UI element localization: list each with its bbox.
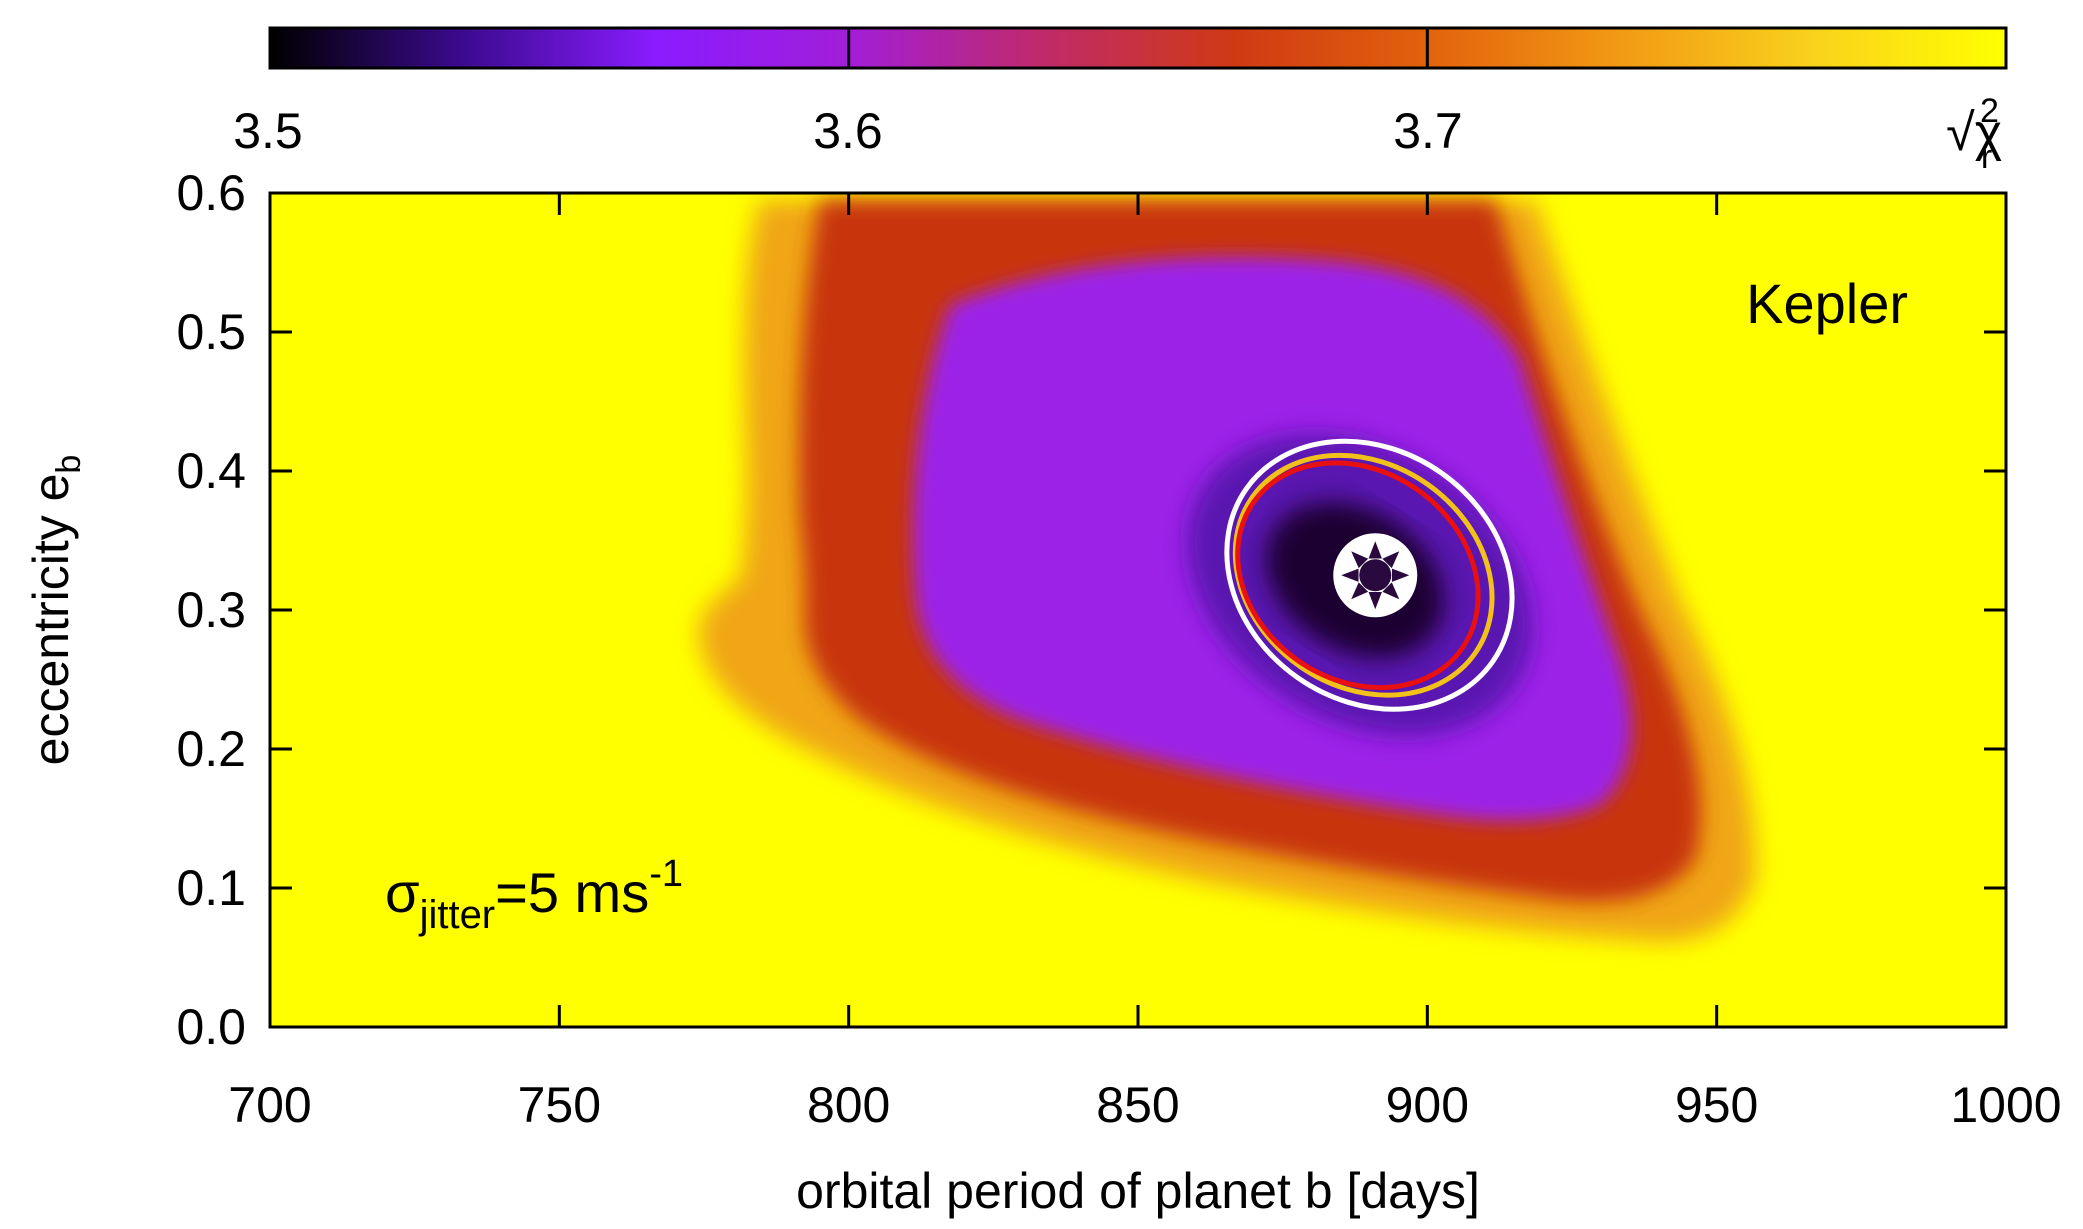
colorbar-label-sub: r [1981,138,1992,176]
x-tick-label-3: 850 [1096,1077,1179,1133]
y-tick-label-2: 0.2 [176,721,246,777]
colorbar-tick-2: 3.7 [1393,103,1463,159]
y-tick-label-6: 0.6 [176,165,246,221]
colorbar-tick-1: 3.6 [813,103,883,159]
x-tick-label-6: 1000 [1950,1077,2061,1133]
jitter-sup: -1 [649,853,683,895]
best-fit-marker [1333,533,1418,618]
model-label: Kepler [1746,272,1908,335]
y-axis-title-sub: b [50,455,88,474]
colorbar-label: √χ2 r [1946,92,2002,176]
best-fit-ray-6 [1368,541,1382,559]
best-fit-ray-7 [1382,551,1400,569]
x-tick-label-1: 750 [518,1077,601,1133]
best-fit-ray-0 [1391,568,1410,582]
best-fit-ray-3 [1351,582,1369,600]
best-fit-ray-4 [1341,568,1359,582]
x-tick-label-2: 800 [807,1077,890,1133]
colorbar-label-sup: 2 [1980,92,1999,130]
confidence-contours [1224,438,1515,712]
colorbar [268,26,2008,70]
colorbar-ticks [847,28,1429,68]
jitter-sub: jitter [419,893,496,937]
jitter-label: σjitter=5 ms-1 [385,853,683,937]
best-fit-ray-1 [1382,582,1400,600]
best-fit-ray-2 [1368,591,1382,610]
y-tick-label-4: 0.4 [176,443,246,499]
x-axis-title: orbital period of planet b [days] [796,1163,1480,1219]
best-fit-ray-5 [1351,551,1369,569]
contour-2-sigma [1232,452,1495,698]
x-tick-label-0: 700 [228,1077,311,1133]
best-fit-center [1359,559,1392,592]
y-axis: 0.0 0.1 0.2 0.3 0.4 0.5 0.6 [176,165,2006,1055]
y-tick-label-0: 0.0 [176,999,246,1055]
x-axis: 700 750 800 850 900 950 1000 [228,193,2062,1133]
y-tick-label-1: 0.1 [176,860,246,916]
x-tick-label-5: 950 [1675,1077,1758,1133]
y-axis-title: eccentricity eb [23,455,88,766]
y-tick-label-3: 0.3 [176,582,246,638]
contour-3-sigma [1224,438,1515,712]
colorbar-tick-0: 3.5 [233,103,303,159]
jitter-value: =5 ms [495,861,649,924]
x-tick-label-4: 900 [1386,1077,1469,1133]
y-tick-label-5: 0.5 [176,304,246,360]
contour-1-sigma [1235,460,1481,691]
